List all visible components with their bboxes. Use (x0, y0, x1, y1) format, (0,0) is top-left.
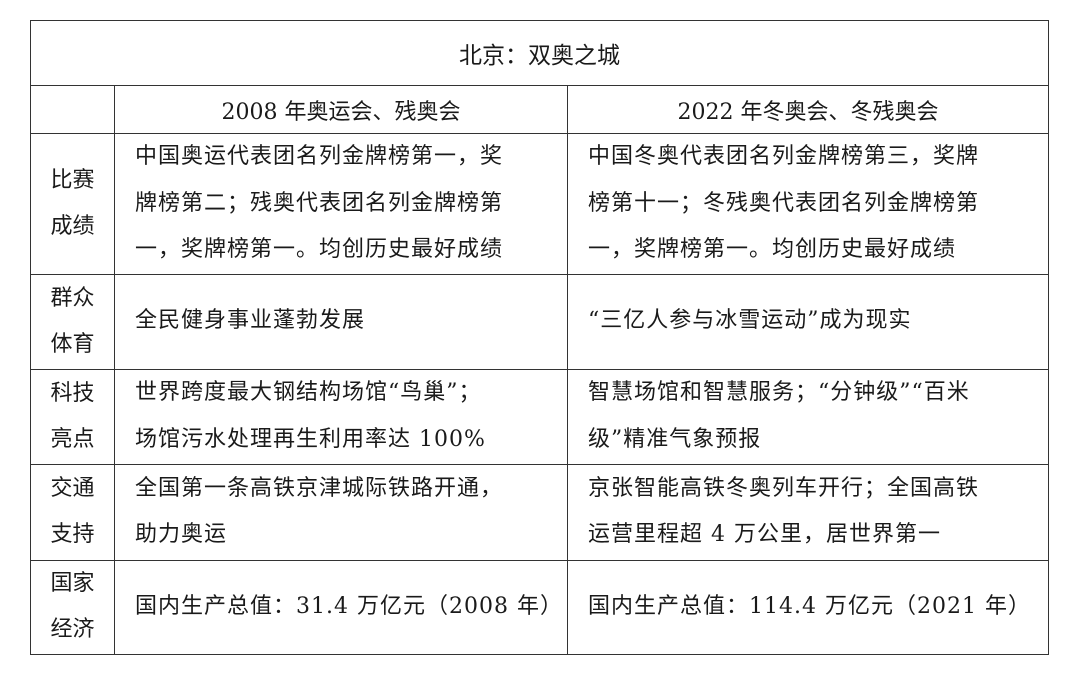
table-title: 北京：双奥之城 (30, 20, 1049, 86)
cell-2022: 智慧场馆和智慧服务；“分钟级”“百米 级”精准气象预报 (567, 368, 1049, 465)
cell-2008: 世界跨度最大钢结构场馆“鸟巢”； 场馆污水处理再生利用率达 100% (114, 368, 568, 465)
cell-line: 成绩 (50, 213, 95, 239)
cell-2008: 全民健身事业蓬勃发展 (114, 273, 568, 370)
cell-2022: “三亿人参与冰雪运动”成为现实 (567, 273, 1049, 370)
cell-line: 支持 (50, 522, 95, 547)
cell-line: 亮点 (50, 426, 95, 452)
row-label: 国家 经济 (30, 559, 115, 655)
cell-line: 国家 (50, 571, 95, 596)
cell-2022: 中国冬奥代表团名列金牌榜第三，奖牌 榜第十一；冬残奥代表团名列金牌榜第 一，奖牌榜第… (567, 133, 1049, 275)
cell-line: 世界跨度最大钢结构场馆“鸟巢”； (135, 380, 482, 405)
cell-line: 体育 (50, 331, 95, 357)
table-body: 比赛 成绩 中国奥运代表团名列金牌榜第一，奖 牌榜第二；残奥代表团名列金牌榜第 一，奖牌… (30, 133, 1049, 655)
row-label: 交通 支持 (30, 463, 115, 561)
row-label: 群众 体育 (30, 273, 115, 370)
header-2022: 2022 年冬奥会、冬残奥会 (567, 85, 1049, 134)
cell-2022: 京张智能高铁冬奥列车开行；全国高铁 运营里程超 4 万公里，居世界第一 (567, 463, 1049, 561)
cell-line: 场馆污水处理再生利用率达 100% (135, 426, 486, 452)
cell-line: 牌榜第二；残奥代表团名列金牌榜第 (135, 190, 504, 216)
cell-2008: 国内生产总值：31.4 万亿元（2008 年） (114, 559, 568, 655)
cell-line: 中国奥运代表团名列金牌榜第一，奖 (135, 144, 504, 169)
row-label: 比赛 成绩 (30, 133, 115, 275)
comparison-table: 北京：双奥之城 2008 年奥运会、残奥会 2022 年冬奥会、冬残奥会 比赛成… (30, 20, 1049, 655)
cell-line: 榜第十一；冬残奥代表团名列金牌榜第 (588, 190, 980, 216)
cell-line: 群众 (50, 285, 95, 311)
row-label: 科技 亮点 (30, 368, 115, 465)
cell-line: 助力奥运 (135, 522, 228, 547)
cell-2008: 全国第一条高铁京津城际铁路开通， 助力奥运 (114, 463, 568, 561)
cell-line: 一，奖牌榜第一。均创历史最好成绩 (135, 237, 504, 262)
header-blank (30, 85, 115, 134)
cell-line: 级”精准气象预报 (588, 426, 762, 452)
cell-line: 中国冬奥代表团名列金牌榜第三，奖牌 (588, 144, 980, 169)
table-row: 交通 支持 全国第一条高铁京津城际铁路开通， 助力奥运 京张智能高铁冬奥列车开行；全国高… (30, 463, 1049, 561)
cell-line: 运营里程超 4 万公里，居世界第一 (588, 522, 941, 547)
header-2008: 2008 年奥运会、残奥会 (114, 85, 568, 134)
table-row: 比赛 成绩 中国奥运代表团名列金牌榜第一，奖 牌榜第二；残奥代表团名列金牌榜第 一，奖牌… (30, 133, 1049, 275)
cell-line: “三亿人参与冰雪运动”成为现实 (588, 308, 912, 334)
cell-line: 国内生产总值：114.4 万亿元（2021 年） (588, 593, 1031, 619)
cell-line: 比赛 (50, 167, 95, 193)
cell-line: 经济 (50, 617, 95, 642)
table-row: 国家 经济 国内生产总值：31.4 万亿元（2008 年） 国内生产总值：114.4 … (30, 559, 1049, 655)
cell-line: 国内生产总值：31.4 万亿元（2008 年） (135, 593, 563, 619)
cell-2008: 中国奥运代表团名列金牌榜第一，奖 牌榜第二；残奥代表团名列金牌榜第 一，奖牌榜第一。… (114, 133, 568, 275)
cell-line: 智慧场馆和智慧服务；“分钟级”“百米 (588, 380, 970, 405)
table-row: 群众 体育 全民健身事业蓬勃发展 “三亿人参与冰雪运动”成为现实 (30, 273, 1049, 370)
cell-2022: 国内生产总值：114.4 万亿元（2021 年） (567, 559, 1049, 655)
cell-line: 全国第一条高铁京津城际铁路开通， (135, 475, 504, 501)
table-row: 科技 亮点 世界跨度最大钢结构场馆“鸟巢”； 场馆污水处理再生利用率达 100% 智慧场… (30, 368, 1049, 465)
cell-line: 交通 (50, 476, 95, 501)
cell-line: 科技 (50, 380, 95, 406)
cell-line: 全民健身事业蓬勃发展 (135, 308, 366, 334)
cell-line: 一，奖牌榜第一。均创历史最好成绩 (588, 237, 957, 262)
cell-line: 京张智能高铁冬奥列车开行；全国高铁 (588, 475, 980, 501)
